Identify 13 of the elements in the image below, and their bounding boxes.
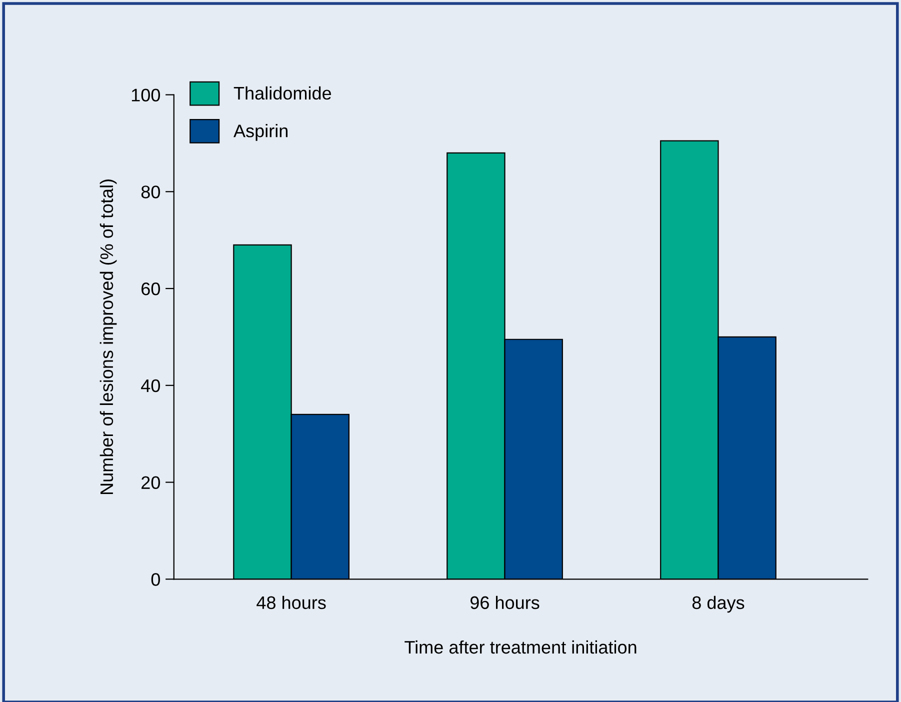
y-tick-label: 100: [132, 88, 160, 102]
y-tick-label: 20: [142, 476, 160, 489]
legend-label: Aspirin: [234, 124, 288, 141]
y-axis-title: Number of lesions improved (% of total): [100, 180, 117, 494]
x-axis-title: Time after treatment initiation: [404, 640, 636, 654]
legend-label: Thalidomide: [234, 86, 332, 100]
y-tick-label: 80: [141, 186, 160, 198]
y-tick-label: 0: [151, 573, 160, 586]
y-tick-label: 40: [141, 379, 160, 392]
x-tick-label: 8 days: [692, 596, 744, 613]
y-tick-label: 60: [142, 282, 160, 296]
x-tick-label: 48 hours: [256, 596, 326, 610]
x-tick-label: 96 hours: [470, 596, 540, 610]
